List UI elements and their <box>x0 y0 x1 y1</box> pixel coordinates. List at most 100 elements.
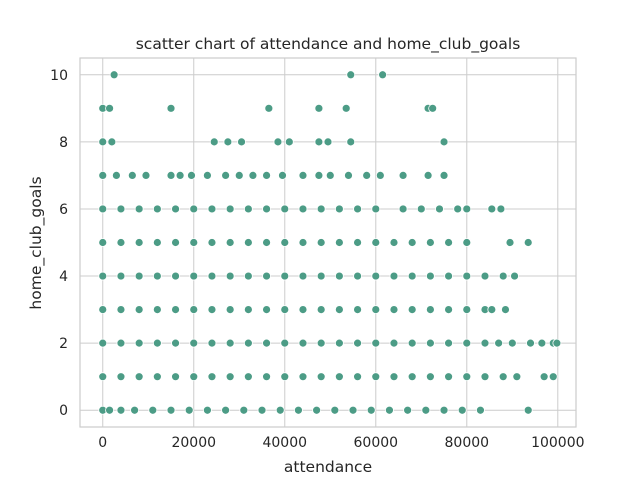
data-point <box>166 103 176 113</box>
data-point <box>134 204 144 214</box>
data-point <box>444 271 453 281</box>
data-point <box>280 372 290 382</box>
data-point <box>225 271 235 281</box>
data-point <box>262 171 271 180</box>
data-point <box>152 271 162 281</box>
data-point <box>435 204 444 214</box>
data-point <box>207 271 217 281</box>
data-point <box>207 338 217 348</box>
data-point <box>462 271 472 281</box>
data-point <box>280 271 290 281</box>
data-point <box>189 238 199 247</box>
x-tick-label: 20000 <box>171 435 216 451</box>
data-point <box>316 372 326 382</box>
data-point <box>264 103 274 113</box>
data-point <box>375 171 385 180</box>
data-point <box>480 271 490 281</box>
data-point <box>421 405 431 415</box>
data-point <box>371 204 381 214</box>
data-point <box>346 137 356 147</box>
data-point <box>166 405 176 415</box>
data-point <box>298 171 308 180</box>
data-point <box>280 204 290 214</box>
data-point <box>171 238 180 247</box>
data-point <box>189 305 199 314</box>
x-tick-label: 40000 <box>262 435 307 451</box>
data-point <box>284 137 294 147</box>
data-point <box>294 405 303 415</box>
data-point <box>141 171 151 180</box>
y-axis-label: home_club_goals <box>27 176 46 309</box>
data-point <box>298 238 308 247</box>
data-point <box>134 305 144 314</box>
data-point <box>116 238 126 247</box>
data-point <box>243 338 253 348</box>
data-point <box>425 372 435 382</box>
y-tick-label: 4 <box>59 269 68 285</box>
data-point <box>116 271 126 281</box>
data-point <box>116 338 126 348</box>
data-point <box>371 338 381 348</box>
data-point <box>171 305 180 314</box>
data-point <box>109 70 119 80</box>
data-point <box>389 238 399 247</box>
data-point <box>280 238 290 247</box>
data-point <box>112 171 121 180</box>
data-point <box>116 405 126 415</box>
data-point <box>453 204 463 214</box>
data-point <box>221 405 231 415</box>
x-tick-label: 100000 <box>531 435 584 451</box>
data-point <box>237 137 246 147</box>
data-point <box>325 171 335 180</box>
data-point <box>116 204 126 214</box>
data-point <box>416 204 426 214</box>
data-point <box>98 338 108 348</box>
data-point <box>439 137 449 147</box>
data-point <box>371 238 381 247</box>
data-point <box>262 305 271 314</box>
data-point <box>371 372 381 382</box>
data-point <box>510 271 519 281</box>
data-point <box>262 204 271 214</box>
data-point <box>334 204 344 214</box>
data-point <box>221 171 231 180</box>
data-point <box>243 305 253 314</box>
data-point <box>98 271 108 281</box>
data-point <box>207 238 217 247</box>
data-point <box>444 305 453 314</box>
data-point <box>462 238 472 247</box>
data-point <box>171 372 180 382</box>
data-point <box>189 338 199 348</box>
data-point <box>116 372 126 382</box>
data-point <box>105 103 114 113</box>
data-point <box>425 238 435 247</box>
data-point <box>234 171 244 180</box>
data-point <box>298 372 308 382</box>
data-point <box>134 238 144 247</box>
data-point <box>423 171 433 180</box>
data-point <box>353 204 362 214</box>
data-point <box>189 204 199 214</box>
data-point <box>444 372 453 382</box>
data-point <box>539 372 549 382</box>
data-point <box>389 338 399 348</box>
data-point <box>203 405 212 415</box>
data-point <box>207 305 217 314</box>
y-tick-label: 6 <box>59 202 68 218</box>
data-point <box>243 238 253 247</box>
data-point <box>428 103 438 113</box>
data-point <box>498 372 508 382</box>
data-point <box>98 137 108 147</box>
data-point <box>378 70 388 80</box>
data-point <box>225 338 235 348</box>
data-point <box>334 372 344 382</box>
data-point <box>225 238 235 247</box>
data-point <box>189 372 199 382</box>
chart-title: scatter chart of attendance and home_clu… <box>136 35 521 54</box>
data-point <box>476 405 485 415</box>
data-point <box>407 372 417 382</box>
data-point <box>480 338 490 348</box>
data-point <box>362 171 372 180</box>
data-point <box>425 305 435 314</box>
